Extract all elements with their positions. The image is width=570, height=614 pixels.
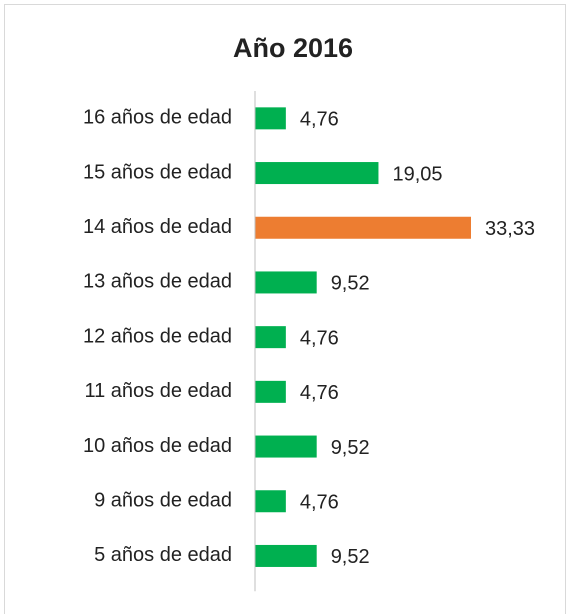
- value-label: 9,52: [331, 437, 370, 459]
- bar: [255, 107, 286, 130]
- category-label: 9 años de edad: [94, 490, 232, 512]
- category-label: 15 años de edad: [83, 161, 232, 183]
- value-label: 4,76: [300, 382, 339, 404]
- bar: [255, 435, 317, 458]
- bar: [255, 326, 286, 349]
- chart-border: [4, 4, 566, 614]
- category-label: 13 años de edad: [83, 271, 232, 293]
- value-label: 9,52: [331, 273, 370, 295]
- value-label: 4,76: [300, 327, 339, 349]
- category-label: 16 años de edad: [83, 107, 232, 129]
- bar: [255, 162, 379, 185]
- value-label: 19,05: [392, 163, 442, 185]
- category-label: 12 años de edad: [83, 325, 232, 347]
- bar: [255, 216, 471, 239]
- category-label: 14 años de edad: [83, 216, 232, 238]
- category-label: 11 años de edad: [84, 380, 232, 402]
- category-label: 10 años de edad: [83, 435, 232, 457]
- chart-title: Año 2016: [233, 33, 353, 63]
- bar: [255, 380, 286, 403]
- value-label: 33,33: [485, 218, 535, 240]
- bar: [255, 544, 317, 567]
- bar: [255, 271, 317, 294]
- value-label: 4,76: [300, 492, 339, 514]
- bar: [255, 490, 286, 513]
- value-label: 9,52: [331, 546, 370, 568]
- value-label: 4,76: [300, 109, 339, 131]
- category-label: 5 años de edad: [94, 544, 232, 566]
